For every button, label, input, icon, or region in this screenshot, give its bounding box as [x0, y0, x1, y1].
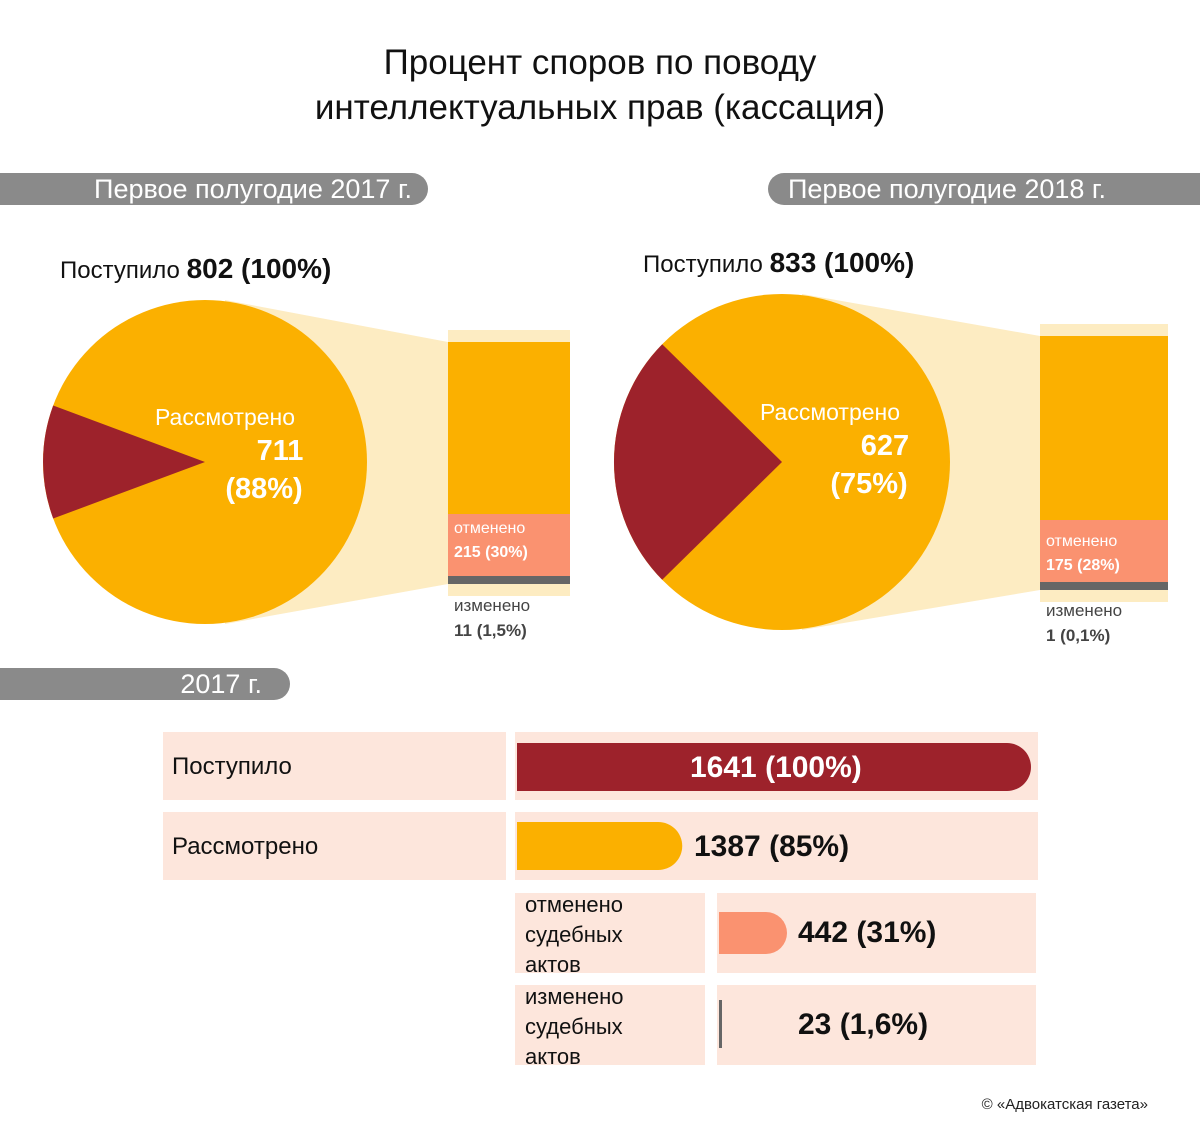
reviewed-label: Рассмотрено: [154, 404, 296, 430]
pie-chart-2018: [613, 294, 1168, 630]
reviewed-label: Рассмотрено: [759, 399, 901, 425]
received-2018: Поступило 833 (100%): [643, 247, 914, 279]
reviewed-value: 627: [860, 430, 910, 462]
breakdown-bar-remaining: [1040, 336, 1168, 520]
pie-chart-2017: [43, 300, 570, 624]
bar-reviewed: [517, 822, 683, 870]
received-value: 802 (100%): [186, 253, 332, 284]
received-label: Поступило: [60, 257, 180, 284]
row-label-bg: [515, 985, 705, 1065]
changed-value: 11 (1,5%): [454, 621, 527, 640]
row-label-reviewed: Рассмотрено: [172, 833, 319, 860]
period-label-2018: Первое полугодие 2018 г.: [768, 173, 1200, 205]
pie-label-2017: Рассмотрено 711 (88%): [125, 402, 325, 508]
row-label-received: Поступило: [172, 753, 292, 780]
row-label-cancelled: отменено судебных актов: [525, 892, 623, 977]
row-label-bg: [163, 812, 506, 880]
breakdown-bar-changed: [1040, 582, 1168, 590]
pie-charts: [43, 294, 1168, 630]
bar-value-received: 1641 (100%): [690, 751, 862, 784]
pie-label-2018: Рассмотрено 627 (75%): [730, 397, 930, 503]
received-label: Поступило: [643, 251, 763, 278]
reviewed-percent: (75%): [830, 468, 908, 500]
cancelled-label: отменено: [1046, 533, 1118, 550]
row-label-bg: [163, 732, 506, 800]
cancelled-value: 215 (30%): [454, 544, 528, 561]
row-label-bg: [515, 893, 705, 973]
year-label: 2017 г.: [0, 668, 290, 700]
bar-cancelled: [719, 912, 787, 954]
breakdown-bar-cancelled: [448, 514, 570, 576]
cancelled-text-2018: отменено 175 (28%): [1046, 530, 1120, 578]
cancelled-value: 175 (28%): [1046, 557, 1120, 574]
reviewed-value: 711: [256, 435, 304, 467]
source-credit: © «Адвокатская газета»: [981, 1096, 1148, 1113]
changed-label: изменено: [454, 596, 531, 615]
cancelled-text-2017: отменено 215 (30%): [454, 517, 528, 565]
breakdown-bar-cancelled: [1040, 520, 1168, 582]
received-value: 833 (100%): [769, 247, 915, 278]
bar-value-reviewed: 1387 (85%): [694, 830, 850, 863]
changed-label: изменено: [1046, 601, 1123, 620]
row-label-changed: изменено судебных актов: [525, 984, 624, 1069]
received-2017: Поступило 802 (100%): [60, 253, 331, 285]
changed-value: 1 (0,1%): [1046, 626, 1111, 645]
chart-title: Процент споров по поводу интеллектуальны…: [0, 40, 1200, 130]
bar-changed: [719, 1000, 722, 1048]
row-bar-bg: [717, 985, 1036, 1065]
cancelled-label: отменено: [454, 520, 526, 537]
title-line-1: Процент споров по поводу: [383, 43, 817, 82]
bar-value-cancelled: 442 (31%): [798, 916, 937, 949]
period-label-2017: Первое полугодие 2017 г.: [0, 173, 428, 205]
breakdown-bar-changed: [448, 576, 570, 584]
reviewed-percent: (88%): [225, 473, 303, 505]
bar-value-changed: 23 (1,6%): [798, 1008, 929, 1041]
title-line-2: интеллектуальных прав (кассация): [314, 88, 886, 127]
pie-slice-other: [43, 405, 205, 519]
bar-received: [517, 743, 1031, 791]
pie-slice-other: [613, 344, 782, 580]
changed-text-2018: изменено 1 (0,1%): [1046, 598, 1122, 648]
changed-text-2017: изменено 11 (1,5%): [454, 593, 530, 643]
breakdown-bar-remaining: [448, 342, 570, 514]
